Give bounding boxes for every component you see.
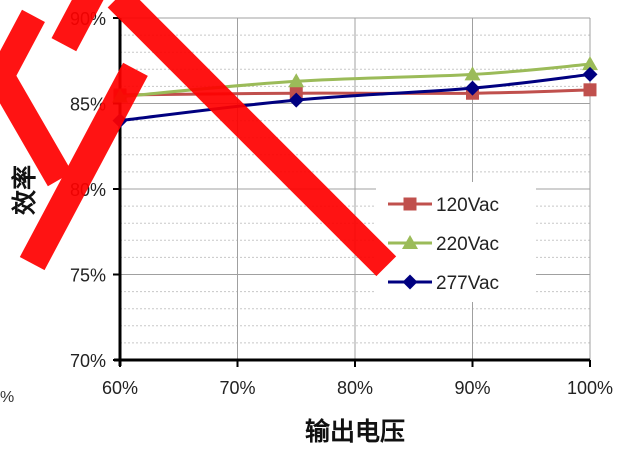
legend-label: 277Vac: [436, 273, 499, 294]
watermark-stripe: [107, 0, 397, 277]
data-point: [582, 66, 598, 82]
legend-swatch-marker: [402, 274, 418, 290]
legend-swatch-marker: [403, 197, 417, 211]
x-tick-label: 90%: [454, 378, 490, 398]
x-axis-title: 输出电压: [305, 417, 405, 446]
x-tick-label: 60%: [102, 378, 138, 398]
legend-swatch-marker: [402, 235, 418, 249]
legend-label: 120Vac: [436, 195, 499, 216]
x-tick-label: 70%: [219, 378, 255, 398]
data-point: [583, 83, 597, 97]
data-point: [582, 56, 598, 71]
series-line: [119, 72, 591, 123]
data-point: [465, 80, 480, 96]
y-tick-label: 75%: [70, 266, 106, 286]
watermark-stripes: [0, 0, 397, 277]
y-tick-label: 85%: [70, 95, 106, 115]
x-tick-label: 80%: [337, 378, 373, 398]
x-tick-label: 100%: [567, 378, 613, 398]
legend-label: 220Vac: [436, 234, 499, 255]
series-277Vac: [112, 66, 598, 129]
data-point: [288, 92, 304, 108]
stray-percent-label: %: [0, 389, 14, 406]
legend: 120Vac 220Vac 277Vac: [376, 182, 536, 302]
y-tick-label: 70%: [70, 351, 106, 371]
watermark-stripe: [51, 0, 147, 52]
watermark-stripe: [0, 9, 45, 93]
data-point: [464, 66, 481, 81]
y-axis-title: 效率: [10, 165, 39, 215]
data-point: [288, 73, 305, 88]
watermark-stripe: [0, 68, 73, 187]
series-line: [119, 62, 591, 99]
watermark-stripe: [19, 62, 148, 271]
